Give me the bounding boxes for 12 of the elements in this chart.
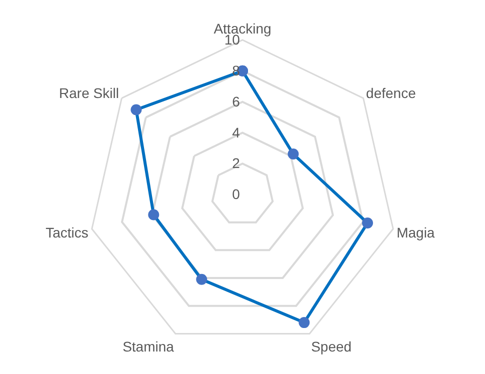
spoke-label: Attacking	[214, 20, 272, 37]
spoke-label: Rare Skill	[59, 85, 119, 102]
y-tick-label: 6	[232, 93, 240, 110]
spoke-label: defence	[366, 85, 416, 102]
spoke-label: Magia	[396, 224, 435, 241]
y-tick-label: 8	[232, 62, 240, 78]
y-tick-label: 2	[232, 155, 240, 172]
y-tick-label: 4	[232, 124, 240, 140]
y-tick-label: 0	[232, 186, 240, 202]
spoke-label: Tactics	[46, 224, 88, 241]
spoke-label: Speed	[311, 338, 352, 355]
spoke-label: Stamina	[122, 338, 174, 355]
